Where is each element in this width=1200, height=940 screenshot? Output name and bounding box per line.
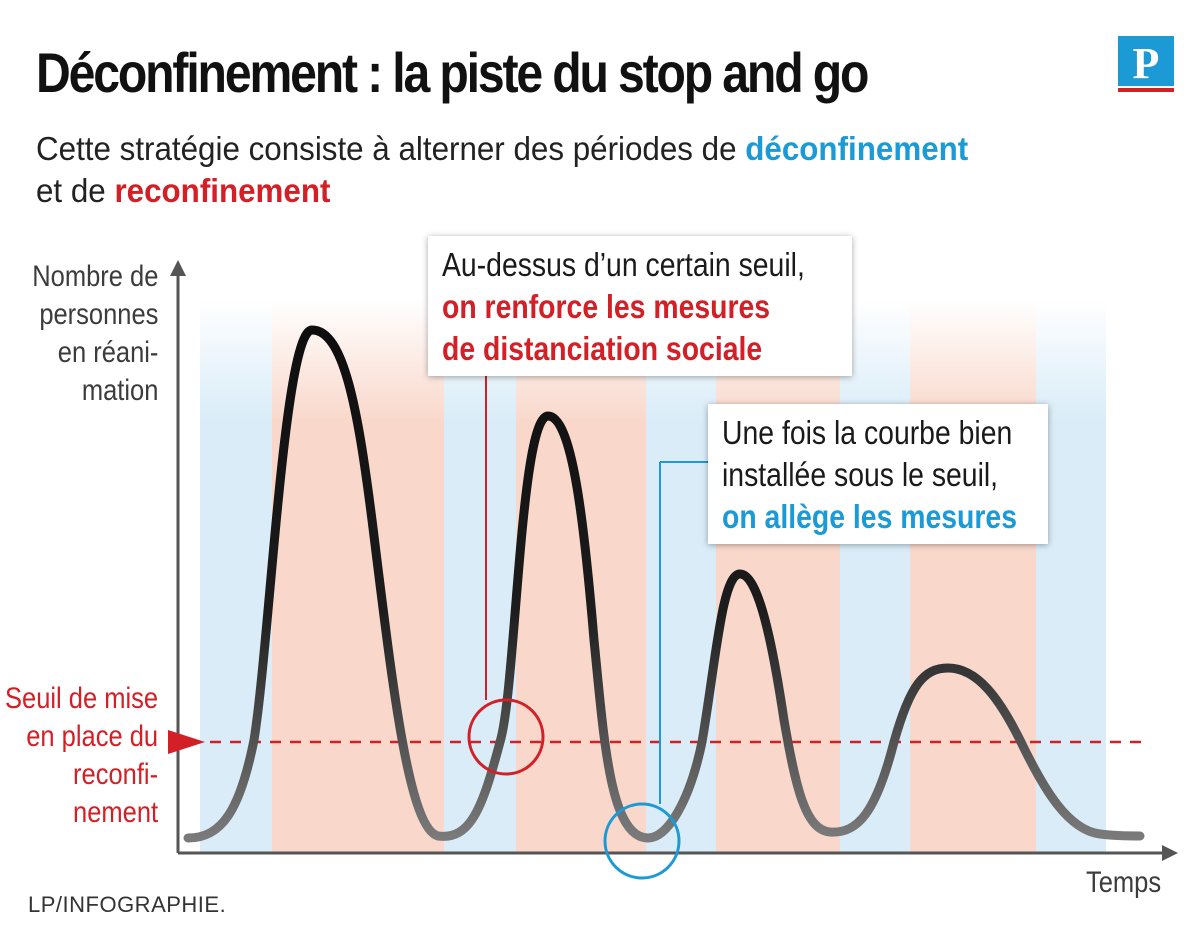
threshold-label: Seuil de mise en place du reconfi- nemen… xyxy=(4,682,158,829)
band-reconfinement xyxy=(910,300,1036,853)
subtitle: Cette stratégie consiste à alterner des … xyxy=(36,128,1119,212)
callout-blue-line1: Une fois la courbe bien xyxy=(722,414,1013,451)
x-axis-arrow-icon xyxy=(1162,845,1178,861)
credit: LP/INFOGRAPHIE. xyxy=(28,892,227,917)
callout-red-line1: Au-dessus d’un certain seuil, xyxy=(442,246,805,283)
axes xyxy=(170,260,1178,861)
band-deconfinement xyxy=(840,300,910,853)
y-axis-label: Nombre de personnes en réani- mation xyxy=(31,260,158,407)
low-point-circle xyxy=(603,802,681,880)
epidemic-curve xyxy=(183,325,1145,843)
callout-blue-line3: on allège les mesures xyxy=(722,498,1017,535)
callout-relax-measures: Une fois la courbe bien installée sous l… xyxy=(708,404,1048,544)
band-reconfinement xyxy=(272,300,444,853)
callout-blue-line2: installée sous le seuil, xyxy=(722,456,999,493)
band-deconfinement xyxy=(200,300,272,853)
period-bands xyxy=(200,300,1106,853)
subtitle-deconfinement: déconfinement xyxy=(745,130,969,167)
page-title: Déconfinement : la piste du stop and go xyxy=(36,41,869,104)
band-deconfinement xyxy=(646,300,716,853)
y-axis-arrow-icon xyxy=(170,260,186,276)
threshold-arrow-icon xyxy=(168,730,205,754)
svg-text:P: P xyxy=(1133,39,1160,88)
band-deconfinement xyxy=(444,300,516,853)
subtitle-reconfinement: reconfinement xyxy=(114,172,331,209)
callout-red-line3: de distanciation sociale xyxy=(442,330,763,367)
le-parisien-logo-icon: P xyxy=(1118,36,1174,92)
threshold xyxy=(168,730,1142,754)
callout-red-connector xyxy=(467,376,545,776)
subtitle-prefix: Cette stratégie consiste à alterner des … xyxy=(36,130,746,167)
callout-red-line2: on renforce les mesures xyxy=(442,288,771,325)
x-axis-label: Temps xyxy=(1086,866,1162,899)
callout-reinforce-measures: Au-dessus d’un certain seuil, on renforc… xyxy=(428,236,852,376)
subtitle-middle: et de xyxy=(36,172,115,209)
band-reconfinement xyxy=(516,300,646,853)
threshold-crossing-circle xyxy=(467,698,545,776)
callout-blue-connector xyxy=(603,461,708,880)
band-deconfinement xyxy=(1036,300,1106,853)
